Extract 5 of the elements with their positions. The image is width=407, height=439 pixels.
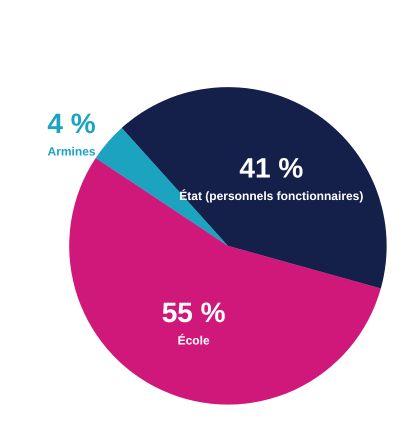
slice-label: École: [178, 334, 210, 348]
data-label: 55 %: [162, 297, 226, 328]
data-label: 4 %: [47, 108, 96, 140]
data-label: 41 %: [239, 152, 304, 184]
slice-label: Armines: [48, 144, 96, 159]
